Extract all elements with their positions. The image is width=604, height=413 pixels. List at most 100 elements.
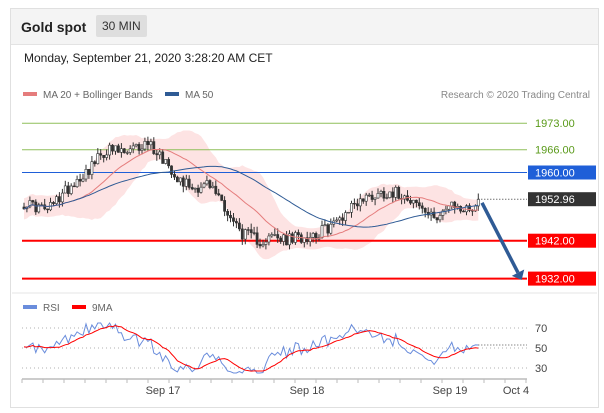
- candle: [279, 236, 283, 244]
- candle: [379, 189, 383, 198]
- candle: [441, 209, 445, 221]
- candle: [229, 210, 232, 223]
- candle: [223, 196, 227, 217]
- candle: [388, 191, 392, 199]
- candle: [290, 231, 294, 245]
- candle: [63, 180, 67, 194]
- candle: [255, 226, 259, 248]
- candle: [367, 192, 371, 197]
- candle: [385, 193, 389, 200]
- rsi-ma-line: [23, 325, 479, 372]
- candle: [146, 136, 150, 151]
- candle: [344, 210, 347, 225]
- candle: [326, 223, 330, 238]
- candle: [308, 232, 312, 247]
- x-axis-label-0: Sep 17: [146, 385, 181, 397]
- candle: [311, 232, 315, 243]
- candle: [414, 199, 418, 208]
- candle: [235, 218, 238, 229]
- candle: [435, 217, 439, 224]
- chart-header: Gold spot 30 MIN: [11, 9, 598, 45]
- candle: [338, 215, 342, 225]
- candle: [193, 187, 197, 193]
- legend-swatch-rsi-ma: [72, 305, 86, 309]
- projection-arrow: [480, 201, 520, 274]
- candle: [249, 223, 253, 239]
- candle: [196, 184, 200, 197]
- candle: [214, 180, 218, 196]
- attribution-text: Research © 2020 Trading Central: [441, 90, 590, 101]
- candle: [176, 175, 179, 183]
- current-price-label: 1952.96: [535, 194, 575, 206]
- candle: [173, 170, 176, 180]
- candle: [411, 199, 415, 209]
- candle: [391, 187, 395, 203]
- candle: [108, 142, 112, 160]
- candle: [99, 149, 103, 160]
- level-label-4: 1932.00: [535, 274, 575, 286]
- candle: [423, 207, 427, 218]
- candle: [93, 160, 97, 167]
- level-label-box-4: [528, 271, 596, 286]
- candle: [81, 173, 85, 183]
- candle: [364, 192, 368, 206]
- candle: [211, 181, 215, 189]
- candle: [376, 188, 380, 199]
- x-axis-label-2: Sep 19: [433, 385, 468, 397]
- rsi-tick-2: 30: [535, 363, 547, 375]
- level-label-0: 1973.00: [535, 118, 575, 130]
- rsi-tick-0: 70: [535, 323, 547, 335]
- candle: [258, 238, 262, 249]
- candle: [347, 212, 350, 214]
- candle: [52, 201, 55, 206]
- level-label-2: 1960.00: [535, 168, 575, 180]
- chart-datetime: Monday, September 21, 2020 3:28:20 AM CE…: [24, 51, 273, 65]
- candle: [226, 209, 230, 222]
- candle: [184, 174, 188, 191]
- candle: [217, 188, 221, 197]
- candle: [462, 209, 465, 213]
- candle: [252, 226, 256, 236]
- ma50-line: [23, 165, 479, 228]
- candle: [288, 230, 291, 250]
- candle: [240, 224, 244, 245]
- ma20-line: [23, 148, 479, 240]
- candle: [149, 138, 153, 151]
- candle: [382, 187, 386, 202]
- candle: [105, 149, 109, 161]
- candle: [78, 173, 82, 187]
- candle: [361, 198, 365, 204]
- candle: [438, 212, 442, 223]
- candle: [350, 200, 353, 218]
- projection-arrow-head: [511, 269, 525, 280]
- candle: [341, 213, 345, 226]
- candle: [155, 150, 159, 161]
- candle: [397, 185, 401, 200]
- current-price-box: [528, 192, 596, 207]
- legend-swatch-ma20: [23, 92, 37, 96]
- candle: [158, 148, 162, 160]
- level-label-box-2: [528, 165, 596, 180]
- rsi-tick-1: 50: [535, 343, 547, 355]
- timeframe-badge[interactable]: 30 MIN: [96, 15, 147, 37]
- candle: [152, 137, 156, 155]
- x-axis-label-1: Sep 18: [290, 385, 325, 397]
- candle: [373, 197, 377, 206]
- candle: [238, 218, 241, 232]
- instrument-title: Gold spot: [21, 19, 87, 35]
- candle: [420, 202, 424, 214]
- candle: [161, 149, 165, 164]
- candle: [282, 233, 286, 246]
- candle: [164, 159, 168, 165]
- legend-swatch-rsi: [23, 305, 37, 309]
- level-label-3: 1942.00: [535, 236, 575, 248]
- candle: [270, 232, 274, 238]
- candle: [417, 197, 421, 210]
- candle: [111, 144, 114, 155]
- price-labels-layer: 1973.00 1966.00 1960.00 1942.00 1932.00 1952.…: [478, 118, 596, 286]
- candle: [96, 148, 100, 165]
- candle: [84, 164, 88, 182]
- candle: [66, 181, 70, 197]
- legend-swatch-ma50: [165, 92, 179, 96]
